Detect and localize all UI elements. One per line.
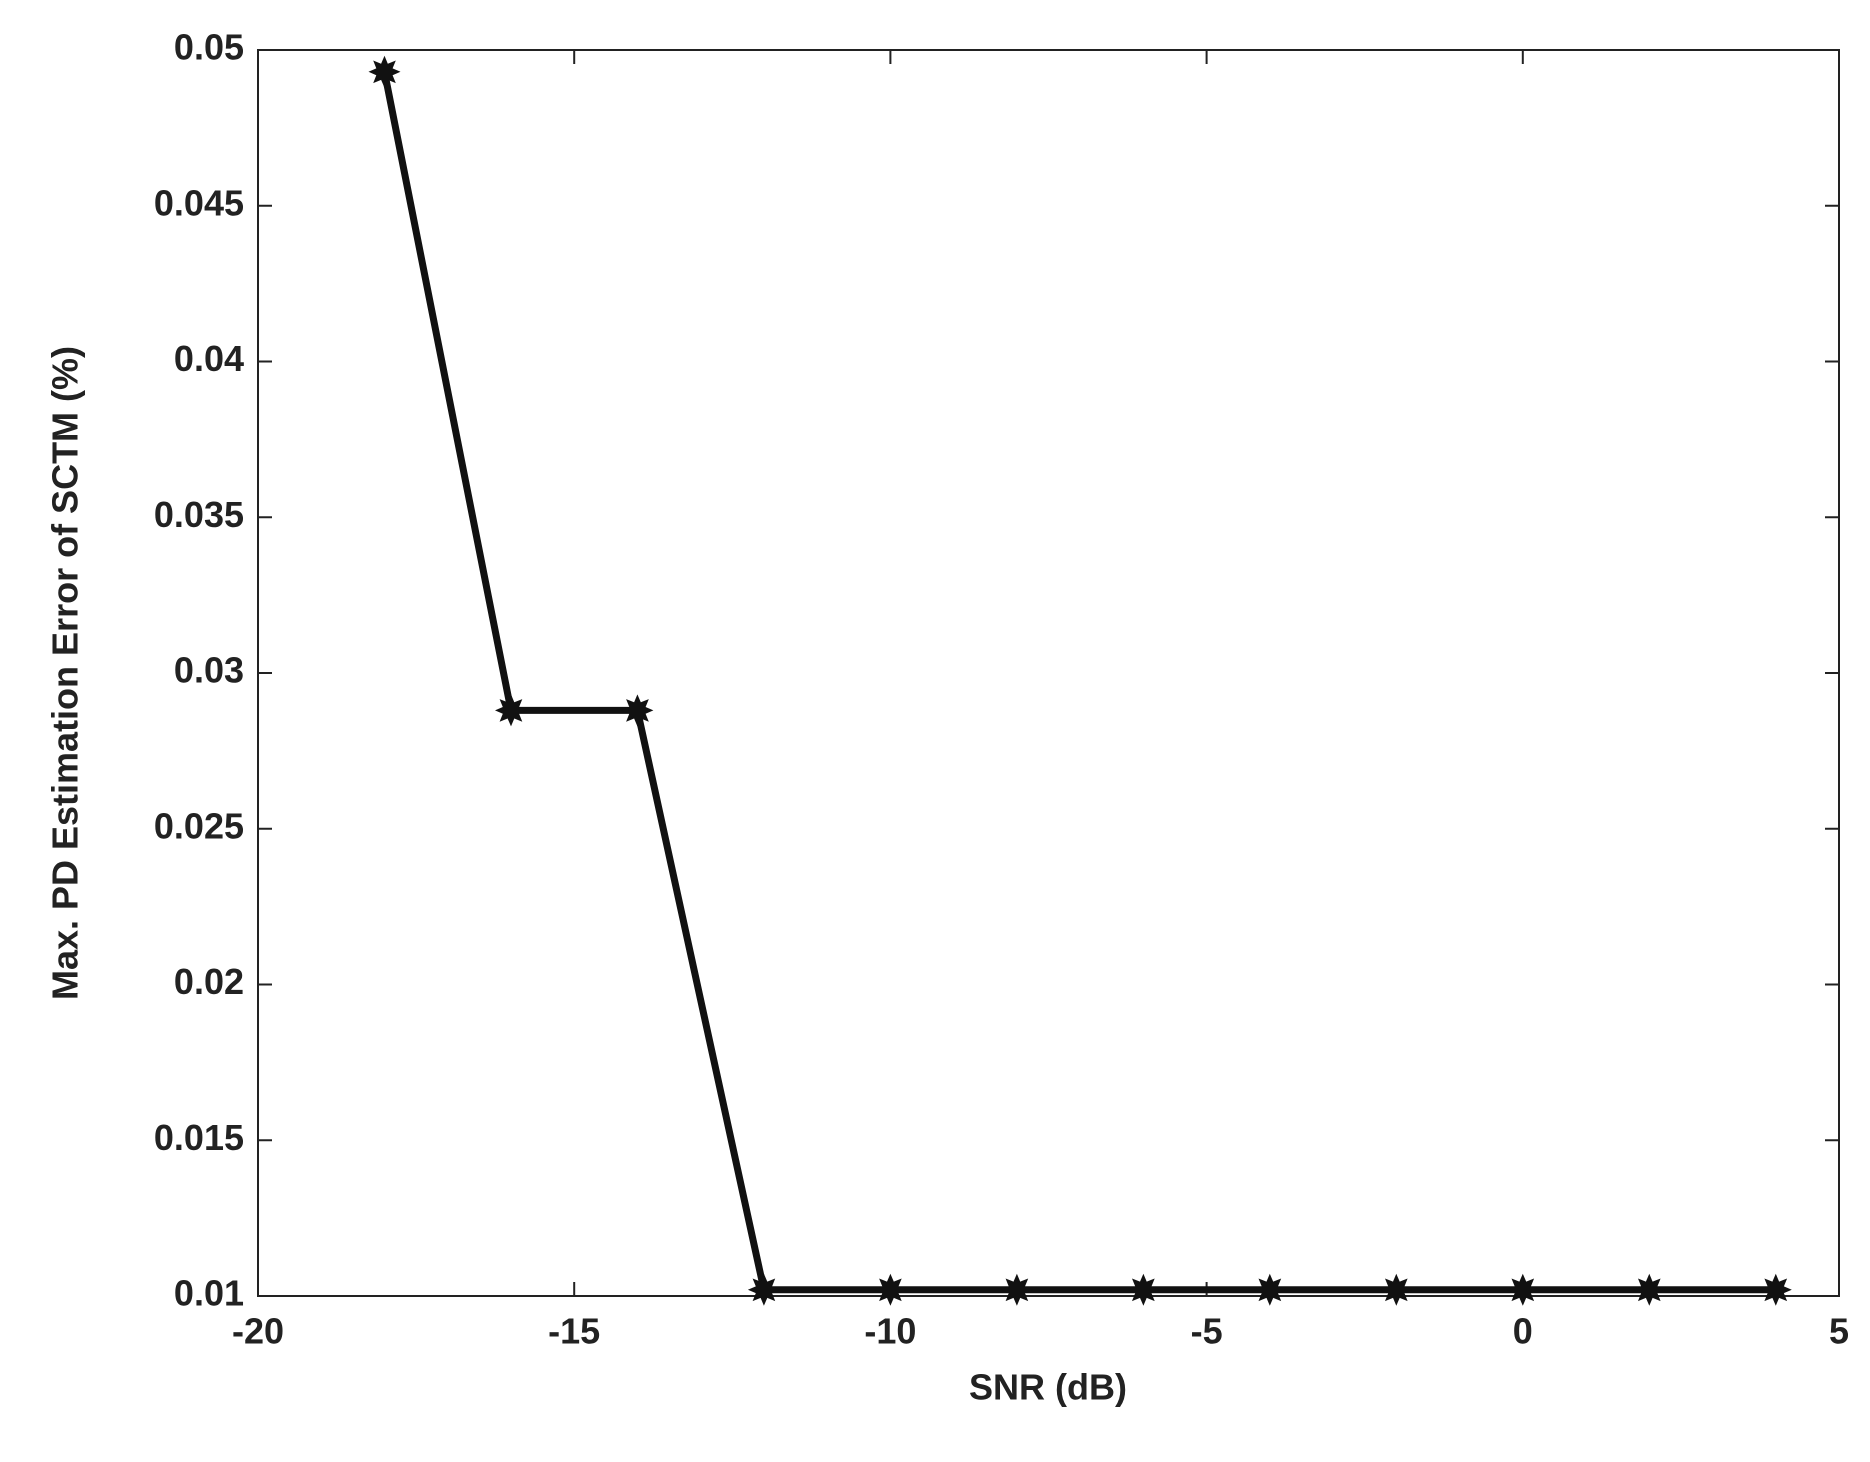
data-marker bbox=[1506, 1273, 1539, 1306]
data-marker bbox=[874, 1273, 907, 1306]
data-marker bbox=[368, 55, 401, 88]
y-tick-label: 0.03 bbox=[174, 650, 244, 691]
data-marker bbox=[495, 694, 527, 727]
data-marker bbox=[1000, 1273, 1033, 1306]
y-tick-label: 0.05 bbox=[174, 27, 244, 68]
x-tick-label: -20 bbox=[232, 1311, 284, 1352]
data-marker bbox=[1759, 1273, 1792, 1306]
data-marker bbox=[1127, 1273, 1160, 1306]
y-tick-label: 0.02 bbox=[174, 961, 244, 1002]
x-tick-label: -10 bbox=[864, 1311, 916, 1352]
data-marker bbox=[621, 694, 654, 727]
x-tick-label: 5 bbox=[1829, 1311, 1849, 1352]
y-tick-label: 0.01 bbox=[174, 1273, 244, 1314]
x-tick-label: -15 bbox=[548, 1311, 600, 1352]
y-tick-label: 0.025 bbox=[154, 805, 244, 846]
y-axis-label: Max. PD Estimation Error of SCTM (%) bbox=[45, 346, 86, 1000]
data-marker bbox=[1380, 1273, 1413, 1306]
y-tick-label: 0.045 bbox=[154, 182, 244, 223]
data-marker bbox=[1253, 1273, 1286, 1306]
x-axis-label: SNR (dB) bbox=[969, 1367, 1127, 1408]
x-tick-label: -5 bbox=[1191, 1311, 1223, 1352]
y-tick-label: 0.035 bbox=[154, 494, 244, 535]
data-line bbox=[381, 71, 1776, 1294]
y-tick-label: 0.04 bbox=[174, 338, 244, 379]
x-tick-label: 0 bbox=[1513, 1311, 1533, 1352]
data-marker bbox=[1633, 1273, 1666, 1306]
plot-frame bbox=[257, 49, 1840, 1297]
y-tick-label: 0.015 bbox=[154, 1117, 244, 1158]
data-marker bbox=[747, 1273, 780, 1306]
